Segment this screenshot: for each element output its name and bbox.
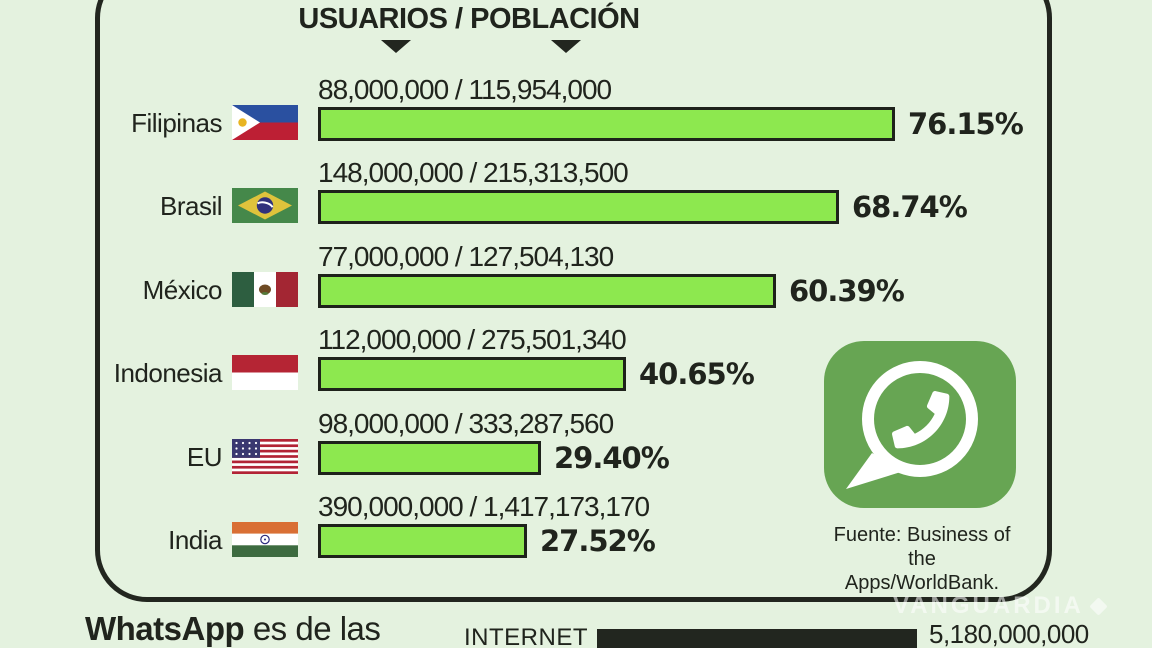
us-flag <box>232 439 298 474</box>
country-label: Filipinas <box>131 108 222 138</box>
footer-lead-bold: WhatsApp <box>85 610 245 647</box>
source-note: Fuente: Business of the Apps/WorldBank. <box>822 523 1022 595</box>
percentage-bar <box>318 274 776 308</box>
footer-lead-text: WhatsApp es de las <box>85 610 381 648</box>
chart-row: India 390,000,000 / 1,417,173,170 27.52% <box>0 491 1152 561</box>
source-line2: Apps/WorldBank. <box>844 572 1000 594</box>
country-label: India <box>168 525 222 555</box>
users-population-value: 148,000,000 / 215,313,500 <box>318 157 629 188</box>
watermark-logo-mark <box>1089 596 1108 616</box>
users-population-value: 77,000,000 / 127,504,130 <box>318 241 614 272</box>
down-arrow-icon <box>551 40 581 53</box>
percentage-label: 29.40% <box>554 441 670 475</box>
philippines-flag <box>232 105 298 140</box>
percentage-label: 40.65% <box>639 357 755 391</box>
users-population-value: 112,000,000 / 275,501,340 <box>318 324 627 355</box>
chart-title: USUARIOS / POBLACIÓN <box>298 3 640 35</box>
watermark: VANGUARDIA <box>893 592 1108 620</box>
india-flag <box>232 522 298 557</box>
percentage-bar <box>318 190 839 224</box>
internet-value: 5,180,000,000 <box>929 619 1089 648</box>
percentage-bar <box>318 357 626 391</box>
country-label: Brasil <box>159 191 223 221</box>
brazil-flag <box>232 188 298 223</box>
chart-row: México 77,000,000 / 127,504,130 60.39% <box>0 241 1152 311</box>
chart-row: EU 98,000,000 / 333,287,560 29.40% <box>0 408 1152 478</box>
percentage-label: 68.74% <box>852 190 968 224</box>
indonesia-flag <box>232 355 298 390</box>
country-label: Indonesia <box>113 358 223 388</box>
chart-row: Indonesia 112,000,000 / 275,501,340 40.65% <box>0 324 1152 394</box>
chart-row: Filipinas 88,000,000 / 115,954,000 76.15% <box>0 74 1152 144</box>
source-line1: Fuente: Business of the <box>833 524 1011 570</box>
chart-frame <box>95 0 1052 602</box>
percentage-label: 76.15% <box>908 107 1024 141</box>
percentage-bar <box>318 441 541 475</box>
country-label: EU <box>186 442 223 472</box>
internet-bar <box>597 629 917 648</box>
percentage-bar <box>318 107 895 141</box>
percentage-label: 60.39% <box>789 274 905 308</box>
whatsapp-logo-icon <box>824 341 1016 508</box>
users-population-value: 390,000,000 / 1,417,173,170 <box>318 491 650 522</box>
mexico-flag <box>232 272 298 307</box>
users-population-value: 88,000,000 / 115,954,000 <box>318 74 612 105</box>
footer-lead-rest: es de las <box>244 610 381 647</box>
country-label: México <box>142 275 223 305</box>
watermark-text: VANGUARDIA <box>893 592 1084 619</box>
down-arrow-icon <box>381 40 411 53</box>
percentage-bar <box>318 524 527 558</box>
internet-label: INTERNET <box>464 624 588 648</box>
percentage-label: 27.52% <box>540 524 656 558</box>
users-population-value: 98,000,000 / 333,287,560 <box>318 408 614 439</box>
chart-row: Brasil 148,000,000 / 215,313,500 68.74% <box>0 157 1152 227</box>
